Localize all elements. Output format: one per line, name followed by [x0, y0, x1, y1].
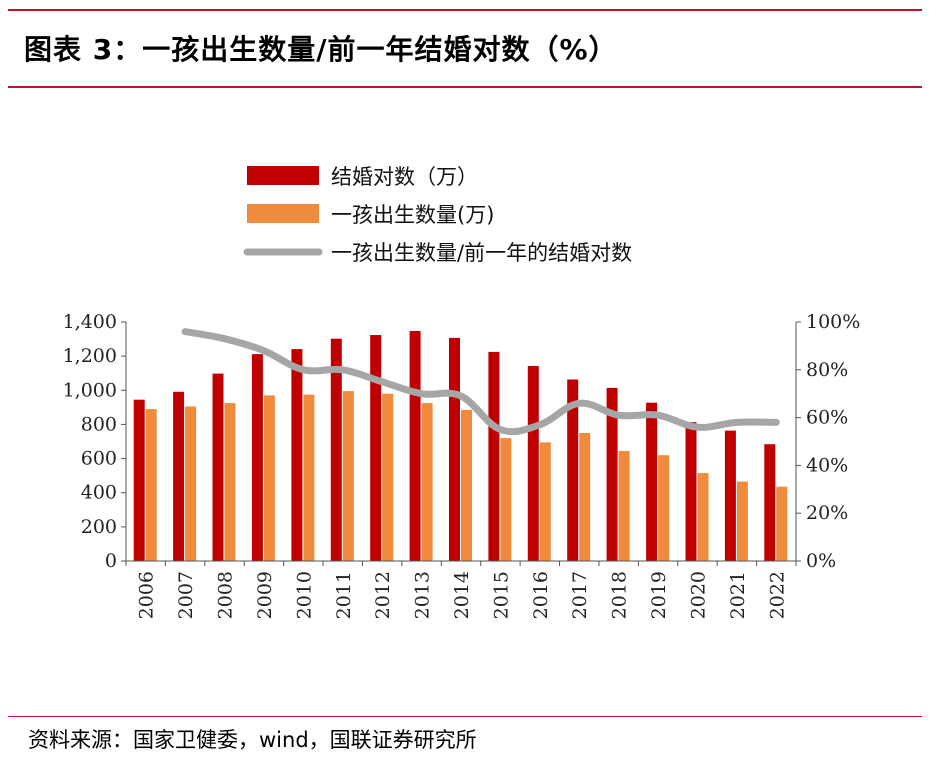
- x-tick-label: 2009: [254, 571, 276, 619]
- x-tick-label: 2015: [490, 571, 512, 619]
- legend-swatch-marriages: [247, 166, 319, 185]
- left-tick-label: 0: [105, 550, 117, 572]
- right-tick-label: 40%: [806, 454, 848, 476]
- first-birth-bar-2008: [224, 403, 236, 561]
- chart: 结婚对数（万） 一孩出生数量(万) 一孩出生数量/前一年的结婚对数 0 200 400 6…: [63, 165, 861, 619]
- marriage-bar-2012: [370, 335, 382, 561]
- source-note: 资料来源：国家卫健委，wind，国联证券研究所: [28, 728, 477, 752]
- left-tick-label: 600: [81, 448, 117, 470]
- x-tick-label: 2017: [569, 571, 591, 619]
- first-birth-bar-2006: [145, 409, 157, 561]
- left-tick-label: 800: [81, 413, 117, 435]
- right-tick-label: 0%: [806, 550, 836, 572]
- marriage-bar-2009: [251, 354, 263, 561]
- x-tick-label: 2006: [136, 571, 158, 619]
- x-tick-label: 2008: [215, 571, 237, 619]
- legend-swatch-first-births: [247, 204, 319, 223]
- right-tick-label: 100%: [806, 311, 860, 333]
- first-birth-bar-2021: [736, 481, 748, 561]
- first-birth-bar-2014: [461, 409, 472, 561]
- first-birth-bar-2010: [303, 394, 315, 561]
- x-tick-label: 2010: [293, 571, 315, 619]
- left-tick-label: 200: [81, 516, 117, 538]
- marriage-bar-2021: [724, 430, 736, 561]
- first-birth-bar-2007: [185, 406, 197, 561]
- ratio-line-path: [181, 328, 780, 436]
- x-tick-label: 2020: [688, 571, 710, 619]
- first-birth-bar-2013: [421, 403, 433, 561]
- marriage-bar-2017: [567, 379, 579, 561]
- left-tick-label: 1,400: [63, 311, 117, 333]
- marriage-bar-2013: [409, 331, 421, 561]
- marriage-bar-2018: [606, 387, 618, 561]
- title-rule: [8, 86, 922, 88]
- first-birth-bar-2018: [618, 450, 630, 561]
- axes: 0 200 400 600 800 1,000 1,200 1,400 0% 20% 40% 60% 8…: [63, 311, 861, 619]
- first-birth-bar-2016: [539, 442, 551, 561]
- marriage-bar-2007: [173, 391, 185, 561]
- x-tick-label: 2011: [333, 571, 355, 619]
- x-tick-label: 2019: [648, 571, 670, 619]
- x-tick-label: 2018: [609, 571, 631, 619]
- first-birth-bar-2019: [658, 455, 670, 561]
- marriage-bar-2010: [291, 349, 303, 561]
- marriage-bar-2008: [212, 373, 224, 561]
- legend-label-first-births: 一孩出生数量(万): [331, 203, 494, 227]
- bars: [133, 331, 788, 561]
- left-tick-label: 1,000: [63, 379, 117, 401]
- first-birth-bar-2012: [382, 393, 394, 561]
- left-tick-label: 400: [81, 482, 117, 504]
- marriage-bar-2022: [764, 444, 776, 561]
- marriage-bar-2016: [527, 366, 539, 561]
- marriage-bar-2019: [646, 402, 658, 561]
- right-tick-label: 20%: [806, 502, 848, 524]
- chart-title: 图表 3：一孩出生数量/前一年结婚对数（%）: [24, 33, 618, 66]
- first-birth-bar-2022: [776, 486, 788, 561]
- first-birth-bar-2009: [263, 395, 275, 561]
- x-tick-label: 2022: [766, 571, 788, 619]
- first-birth-bar-2020: [697, 473, 709, 561]
- first-birth-bar-2017: [579, 433, 591, 561]
- right-tick-label: 60%: [806, 407, 848, 429]
- x-tick-label: 2016: [530, 571, 552, 619]
- top-rule: [8, 9, 922, 11]
- right-tick-label: 80%: [806, 359, 848, 381]
- x-tick-label: 2012: [372, 571, 394, 619]
- first-birth-bar-2015: [500, 438, 512, 561]
- left-tick-label: 1,200: [63, 345, 117, 367]
- legend-label-ratio: 一孩出生数量/前一年的结婚对数: [331, 241, 632, 265]
- marriage-bar-2020: [685, 422, 697, 561]
- x-tick-label: 2021: [727, 571, 749, 619]
- x-tick-label: 2014: [451, 571, 473, 619]
- marriage-bar-2015: [488, 351, 500, 561]
- x-tick-label: 2007: [175, 571, 197, 619]
- marriage-bar-2014: [449, 337, 460, 561]
- marriage-bar-2006: [133, 399, 145, 561]
- marriage-bar-2011: [330, 338, 342, 561]
- x-tick-label: 2013: [412, 571, 434, 619]
- legend: 结婚对数（万） 一孩出生数量(万) 一孩出生数量/前一年的结婚对数: [243, 165, 632, 265]
- bottom-rule: [8, 716, 922, 717]
- legend-label-marriages: 结婚对数（万）: [331, 165, 478, 189]
- first-birth-bar-2011: [342, 391, 354, 561]
- ratio-line: [181, 328, 780, 436]
